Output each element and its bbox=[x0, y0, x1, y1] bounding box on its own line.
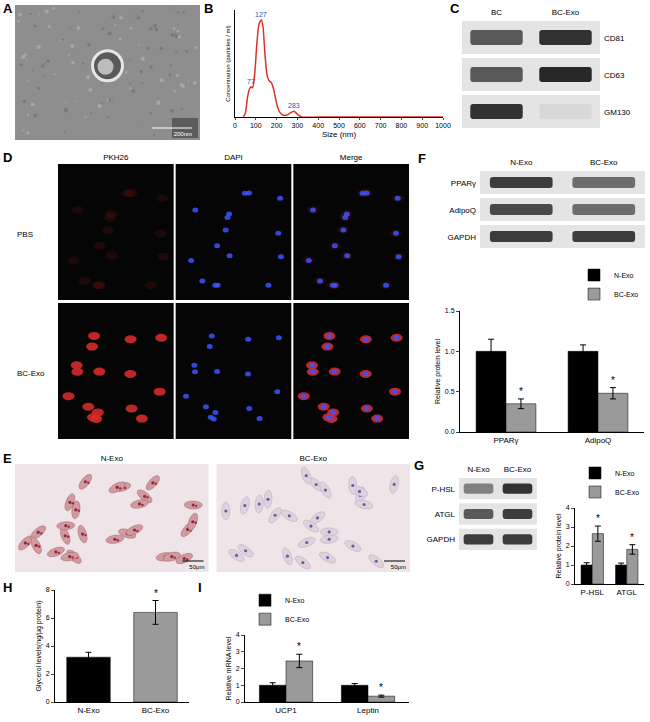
svg-text:BC-Exo: BC-Exo bbox=[299, 454, 327, 463]
svg-text:100: 100 bbox=[250, 122, 262, 129]
svg-text:UCP1: UCP1 bbox=[275, 706, 297, 715]
svg-text:GM130: GM130 bbox=[604, 108, 631, 117]
svg-text:GAPDH: GAPDH bbox=[448, 233, 477, 242]
svg-text:0.0: 0.0 bbox=[445, 428, 455, 435]
svg-text:D: D bbox=[3, 150, 12, 165]
svg-text:1000: 1000 bbox=[435, 122, 451, 129]
svg-text:N-Exo: N-Exo bbox=[467, 465, 490, 474]
svg-text:G: G bbox=[414, 458, 424, 473]
svg-text:Relative protein level: Relative protein level bbox=[434, 339, 442, 404]
svg-text:50μm: 50μm bbox=[391, 564, 406, 570]
svg-text:E: E bbox=[3, 451, 12, 466]
svg-text:A: A bbox=[3, 1, 13, 16]
svg-text:Relative protein level: Relative protein level bbox=[555, 513, 563, 578]
svg-text:C: C bbox=[450, 1, 460, 16]
svg-text:500: 500 bbox=[333, 122, 345, 129]
svg-text:N-Exo: N-Exo bbox=[101, 454, 124, 463]
svg-text:2: 2 bbox=[236, 665, 240, 672]
svg-text:600: 600 bbox=[354, 122, 366, 129]
svg-text:P-HSL: P-HSL bbox=[431, 485, 455, 494]
svg-text:N-Exo: N-Exo bbox=[510, 158, 533, 167]
svg-text:*: * bbox=[519, 386, 523, 397]
svg-text:*: * bbox=[611, 375, 615, 386]
svg-text:77: 77 bbox=[247, 78, 255, 85]
svg-text:Concentration (particles / ml): Concentration (particles / ml) bbox=[225, 25, 231, 102]
svg-text:200: 200 bbox=[271, 122, 283, 129]
svg-text:BC-Exo: BC-Exo bbox=[614, 291, 638, 298]
svg-text:800: 800 bbox=[396, 122, 408, 129]
svg-text:1: 1 bbox=[566, 561, 570, 568]
svg-text:BC-Exo: BC-Exo bbox=[504, 465, 532, 474]
svg-text:4: 4 bbox=[566, 504, 570, 511]
svg-text:6: 6 bbox=[46, 614, 50, 621]
svg-text:3: 3 bbox=[236, 648, 240, 655]
svg-text:I: I bbox=[198, 580, 202, 595]
svg-text:PKH26: PKH26 bbox=[103, 153, 129, 162]
svg-text:0: 0 bbox=[566, 580, 570, 587]
svg-text:2: 2 bbox=[46, 670, 50, 677]
svg-text:Relative mRNA level: Relative mRNA level bbox=[225, 636, 232, 700]
svg-text:BC-Exo: BC-Exo bbox=[142, 706, 170, 715]
svg-text:F: F bbox=[418, 151, 426, 166]
svg-text:0: 0 bbox=[236, 698, 240, 705]
svg-text:700: 700 bbox=[375, 122, 387, 129]
svg-text:B: B bbox=[204, 1, 213, 16]
svg-text:4: 4 bbox=[236, 631, 240, 638]
svg-text:CD63: CD63 bbox=[604, 71, 625, 80]
svg-text:BC-Exo: BC-Exo bbox=[615, 489, 639, 496]
svg-text:2: 2 bbox=[566, 542, 570, 549]
svg-text:PPARγ: PPARγ bbox=[493, 436, 518, 445]
svg-text:BC-Exo: BC-Exo bbox=[285, 616, 309, 623]
svg-text:283: 283 bbox=[288, 102, 300, 109]
svg-text:ATGL: ATGL bbox=[435, 510, 456, 519]
svg-text:*: * bbox=[596, 513, 600, 524]
svg-text:0: 0 bbox=[46, 698, 50, 705]
svg-text:4: 4 bbox=[46, 642, 50, 649]
svg-text:1: 1 bbox=[236, 682, 240, 689]
svg-text:3: 3 bbox=[566, 523, 570, 530]
svg-text:200nm: 200nm bbox=[174, 131, 192, 137]
svg-text:Glycerol levels(ng/μg protein): Glycerol levels(ng/μg protein) bbox=[35, 600, 43, 691]
svg-text:400: 400 bbox=[312, 122, 324, 129]
svg-text:1.5: 1.5 bbox=[445, 307, 455, 314]
svg-text:8: 8 bbox=[46, 586, 50, 593]
svg-text:BC-Exo: BC-Exo bbox=[17, 369, 45, 378]
svg-text:127: 127 bbox=[255, 11, 267, 18]
svg-text:0: 0 bbox=[233, 122, 237, 129]
svg-text:BC: BC bbox=[491, 8, 502, 17]
svg-text:300: 300 bbox=[292, 122, 304, 129]
svg-text:N-Exo: N-Exo bbox=[615, 470, 635, 477]
svg-text:GAPDH: GAPDH bbox=[427, 535, 456, 544]
svg-text:Merge: Merge bbox=[340, 153, 363, 162]
svg-text:*: * bbox=[154, 588, 158, 599]
svg-text:BC-Exo: BC-Exo bbox=[552, 8, 580, 17]
svg-text:*: * bbox=[379, 682, 383, 693]
svg-text:H: H bbox=[3, 580, 12, 595]
svg-text:N-Exo: N-Exo bbox=[285, 597, 305, 604]
svg-text:N-Exo: N-Exo bbox=[614, 272, 634, 279]
svg-text:50μm: 50μm bbox=[189, 564, 204, 570]
svg-text:1.0: 1.0 bbox=[445, 348, 455, 355]
svg-text:N-Exo: N-Exo bbox=[77, 706, 100, 715]
svg-text:PBS: PBS bbox=[17, 230, 33, 239]
svg-text:*: * bbox=[630, 532, 634, 543]
svg-text:900: 900 bbox=[416, 122, 428, 129]
svg-text:Leptin: Leptin bbox=[357, 706, 379, 715]
svg-text:CD81: CD81 bbox=[604, 34, 625, 43]
svg-text:AdipoQ: AdipoQ bbox=[449, 206, 476, 215]
svg-text:0.5: 0.5 bbox=[445, 388, 455, 395]
svg-text:*: * bbox=[297, 641, 301, 652]
svg-text:ATGL: ATGL bbox=[617, 588, 638, 597]
svg-text:DAPI: DAPI bbox=[224, 153, 243, 162]
svg-text:AdipoQ: AdipoQ bbox=[585, 436, 612, 445]
svg-text:P-HSL: P-HSL bbox=[580, 588, 604, 597]
svg-text:PPARγ: PPARγ bbox=[451, 179, 476, 188]
svg-text:Size (nm): Size (nm) bbox=[322, 130, 357, 139]
svg-text:BC-Exo: BC-Exo bbox=[590, 158, 618, 167]
